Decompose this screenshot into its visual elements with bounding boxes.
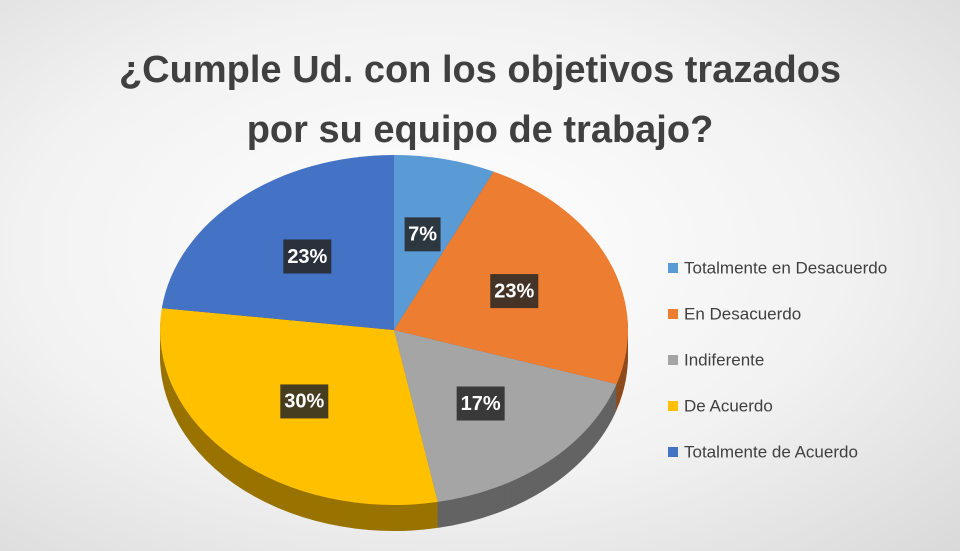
legend-label: De Acuerdo	[684, 396, 773, 415]
legend-swatch	[668, 447, 678, 457]
legend-label: Totalmente en Desacuerdo	[684, 258, 887, 277]
legend-swatch	[668, 263, 678, 273]
legend-label: Totalmente de Acuerdo	[684, 442, 858, 461]
data-label-box	[490, 274, 539, 309]
legend-swatch	[668, 309, 678, 319]
data-label: 23%	[287, 246, 327, 268]
legend-label: Indiferente	[684, 350, 764, 369]
chart-title: ¿Cumple Ud. con los objetivos trazados p…	[118, 49, 842, 151]
legend-swatch	[668, 401, 678, 411]
data-label-box	[456, 386, 505, 421]
legend-swatch	[668, 355, 678, 365]
data-label-box	[280, 384, 329, 419]
data-label: 7%	[408, 224, 437, 246]
data-label: 30%	[284, 391, 324, 413]
data-label-box	[283, 239, 332, 274]
data-label-box	[404, 217, 441, 252]
data-label: 17%	[461, 393, 501, 415]
data-label: 23%	[494, 280, 534, 302]
slice	[394, 330, 617, 502]
slice	[161, 155, 394, 330]
legend-label: En Desacuerdo	[684, 304, 801, 323]
slice	[394, 155, 494, 330]
